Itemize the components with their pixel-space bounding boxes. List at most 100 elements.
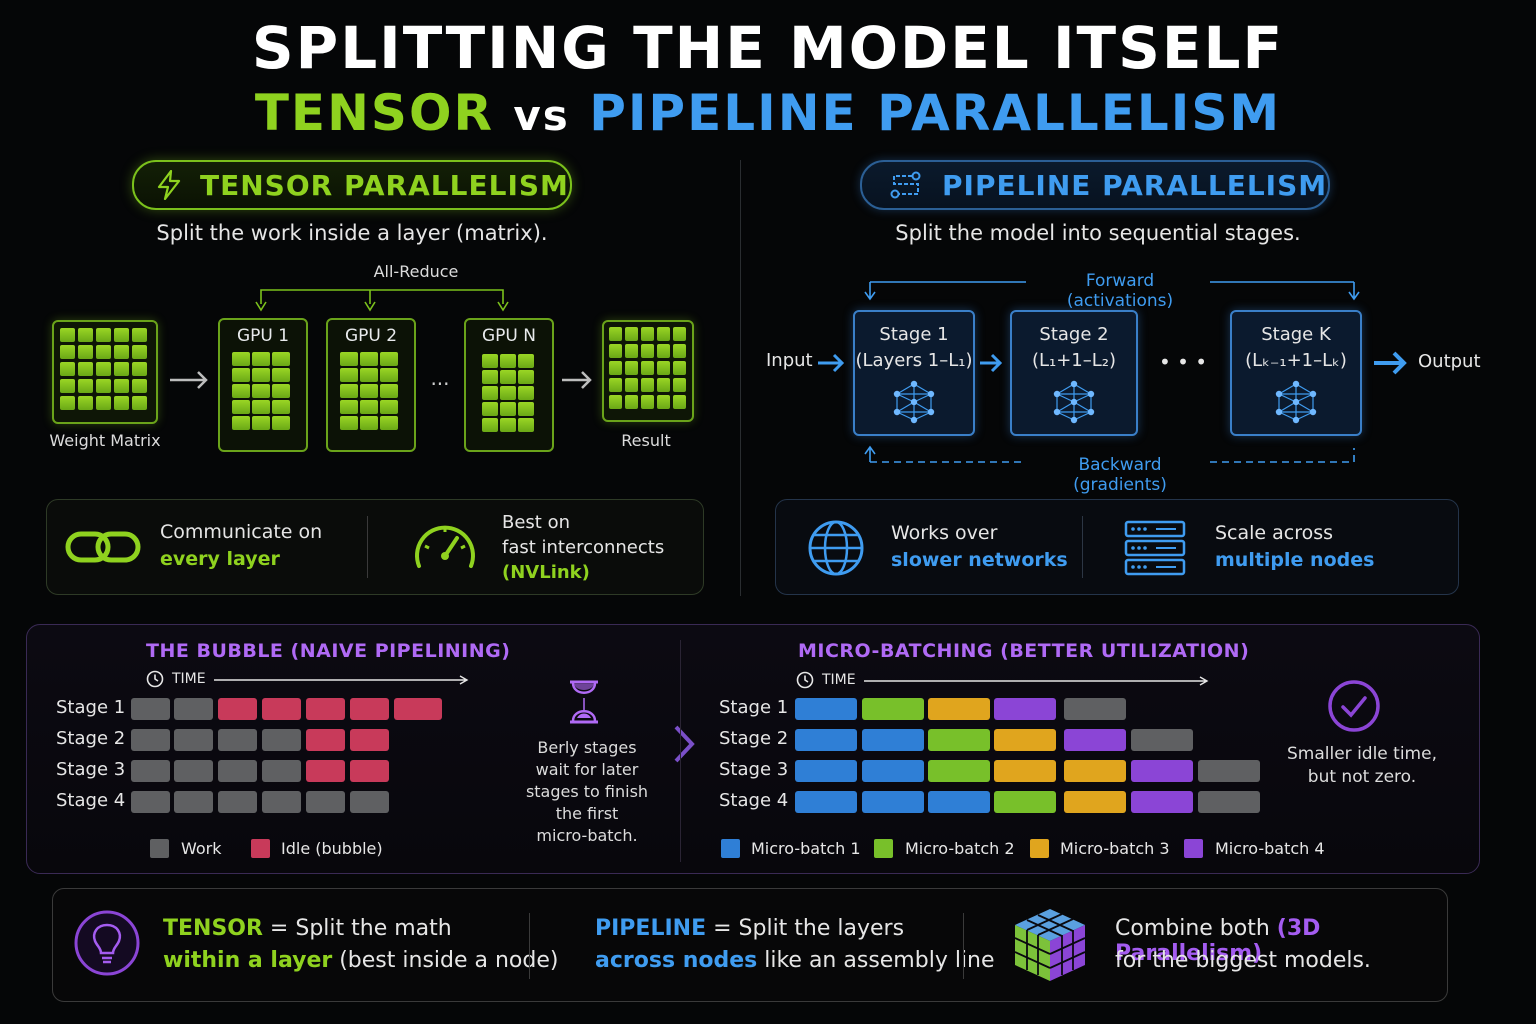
matrix-cell [641, 327, 654, 341]
matrix-cell [114, 328, 129, 342]
matrix-cell [132, 345, 147, 359]
network-node [1309, 408, 1317, 416]
matrix-cell [609, 395, 622, 409]
network-node [1070, 416, 1078, 424]
idle-block [306, 698, 345, 720]
gpu-n-label: GPU N [482, 326, 536, 346]
bubble-stage-label: Stage 2 [56, 728, 126, 749]
network-edge [896, 383, 915, 395]
globe-icon [808, 520, 864, 576]
matrix-cell [272, 416, 290, 430]
gpu-1-box: GPU 1 [218, 318, 308, 452]
matrix-cell [641, 378, 654, 392]
work-block [131, 729, 170, 751]
matrix-cell [518, 386, 534, 400]
network-edge [896, 401, 915, 413]
microbatch-block [795, 729, 857, 751]
matrix-cell [518, 402, 534, 416]
matrix-cell [380, 368, 398, 382]
idle-block [262, 698, 301, 720]
matrix-cell [360, 416, 378, 430]
network-node [1292, 398, 1300, 406]
microbatch-block [928, 698, 990, 720]
matrix-cell [252, 368, 270, 382]
matrix-cell [232, 416, 250, 430]
legend-work-swatch [150, 839, 169, 858]
work-block [262, 791, 301, 813]
pipeline-icon [890, 171, 921, 199]
speedometer-icon [415, 525, 475, 568]
work-block [131, 791, 170, 813]
stage-2-range: (L₁+1–L₂) [1031, 350, 1117, 371]
microbatch-block [1064, 791, 1126, 813]
matrix-cell [625, 395, 638, 409]
tensor-feature2-line2: fast interconnects [502, 537, 665, 558]
subtitle-pipeline: PIPELINE PARALLELISM [589, 84, 1282, 142]
matrix-cell [252, 384, 270, 398]
lightbulb-icon [74, 910, 140, 976]
tensor-description: Split the work inside a layer (matrix). [156, 221, 548, 245]
matrix-cell [60, 379, 75, 393]
network-node [1053, 408, 1061, 416]
idle-block [350, 760, 389, 782]
matrix-cell [252, 416, 270, 430]
hourglass-icon [570, 680, 598, 724]
pipeline-feature2-line1: Scale across [1215, 522, 1334, 544]
work-block [218, 791, 257, 813]
neural-network-icon [1275, 380, 1317, 424]
matrix-cell [96, 396, 111, 410]
matrix-cell [482, 386, 498, 400]
microbatch-time-label: TIME [822, 672, 856, 688]
matrix-cell [132, 362, 147, 376]
server-icon [1124, 520, 1186, 576]
pipeline-feature1-line1: Works over [891, 522, 998, 544]
matrix-cell [673, 327, 686, 341]
bubble-stage-label: Stage 4 [56, 790, 126, 811]
matrix-cell [657, 378, 670, 392]
matrix-cell [609, 378, 622, 392]
gpu-2-box: GPU 2 [326, 318, 416, 452]
microbatch-note: Smaller idle time, but not zero. [1287, 744, 1437, 787]
tensor-features-panel: Communicate on every layer Best on fast … [46, 499, 704, 595]
microbatch-title: MICRO-BATCHING (BETTER UTILIZATION) [798, 640, 1250, 662]
matrix-cell [252, 352, 270, 366]
microbatch-block [994, 698, 1056, 720]
work-block [174, 729, 213, 751]
matrix-cell [78, 328, 93, 342]
microbatch-stage-label: Stage 2 [719, 728, 789, 749]
weight-matrix [52, 320, 158, 424]
legend-mb1-swatch [721, 839, 740, 858]
result-matrix [602, 320, 694, 422]
matrix-cell [500, 370, 516, 384]
network-node [893, 408, 901, 416]
pipeline-heading: PIPELINE PARALLELISM [942, 169, 1328, 202]
network-edge [1056, 401, 1075, 413]
matrix-cell [232, 400, 250, 414]
matrix-cell [673, 361, 686, 375]
microbatch-block [862, 729, 924, 751]
matrix-cell [96, 379, 111, 393]
output-label: Output [1418, 351, 1481, 372]
legend-idle-label: Idle (bubble) [281, 839, 383, 858]
matrix-cell [114, 345, 129, 359]
clock-icon [146, 670, 164, 688]
panel-divider [529, 913, 530, 979]
matrix-cell [625, 327, 638, 341]
microbatch-block [1064, 760, 1126, 782]
bubble-note: Berly stages wait for later stages to fi… [525, 738, 649, 845]
legend-mb2-swatch [874, 839, 893, 858]
matrix-cell [360, 400, 378, 414]
matrix-cell [96, 345, 111, 359]
backward-label: Backward (gradients) [1073, 455, 1167, 495]
matrix-cell [132, 328, 147, 342]
matrix-cell [232, 368, 250, 382]
all-reduce-connector [255, 289, 509, 312]
matrix-cell [60, 362, 75, 376]
arrow-right-icon [1374, 351, 1407, 375]
matrix-cell [657, 395, 670, 409]
work-block [174, 791, 213, 813]
matrix-cell [641, 395, 654, 409]
legend-idle-swatch [251, 839, 270, 858]
stage-2-name: Stage 2 [1039, 324, 1109, 345]
matrix-cell [609, 327, 622, 341]
